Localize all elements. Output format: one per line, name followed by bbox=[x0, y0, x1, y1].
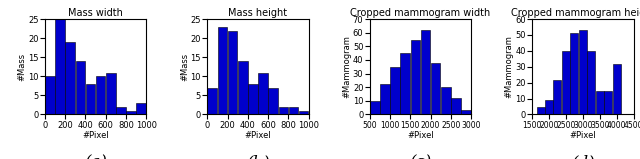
Y-axis label: #Mammogram: #Mammogram bbox=[342, 35, 351, 98]
Bar bbox=[579, 30, 587, 114]
Text: (d): (d) bbox=[571, 155, 595, 159]
X-axis label: #Pixel: #Pixel bbox=[407, 131, 434, 140]
Y-axis label: #Mass: #Mass bbox=[18, 53, 27, 81]
Title: Mass height: Mass height bbox=[228, 8, 287, 18]
Bar bbox=[96, 76, 106, 114]
Title: Cropped mammogram width: Cropped mammogram width bbox=[350, 8, 490, 18]
Bar bbox=[248, 84, 258, 114]
Title: Cropped mammogram height: Cropped mammogram height bbox=[511, 8, 640, 18]
Bar bbox=[76, 61, 85, 114]
Y-axis label: #Mammogram: #Mammogram bbox=[505, 35, 514, 98]
Bar bbox=[554, 80, 561, 114]
Bar bbox=[299, 111, 308, 114]
Y-axis label: #Mass: #Mass bbox=[180, 53, 189, 81]
Bar bbox=[441, 87, 451, 114]
Bar bbox=[45, 76, 54, 114]
Bar bbox=[289, 107, 298, 114]
Bar bbox=[380, 84, 390, 114]
Bar bbox=[238, 61, 248, 114]
Bar bbox=[268, 88, 278, 114]
Bar bbox=[106, 73, 116, 114]
Text: (b): (b) bbox=[246, 155, 270, 159]
Title: Mass width: Mass width bbox=[68, 8, 123, 18]
Bar bbox=[431, 63, 440, 114]
Bar bbox=[596, 91, 604, 114]
Bar bbox=[612, 64, 621, 114]
Bar bbox=[545, 100, 553, 114]
Bar bbox=[65, 42, 75, 114]
Bar bbox=[401, 53, 410, 114]
Bar bbox=[258, 73, 268, 114]
Bar bbox=[126, 111, 136, 114]
Bar bbox=[278, 107, 288, 114]
Bar bbox=[604, 91, 612, 114]
Bar bbox=[588, 51, 595, 114]
X-axis label: #Pixel: #Pixel bbox=[570, 131, 596, 140]
Bar bbox=[55, 19, 65, 114]
Bar bbox=[461, 110, 471, 114]
Text: (c): (c) bbox=[410, 155, 431, 159]
Bar bbox=[207, 88, 217, 114]
Bar bbox=[570, 33, 579, 114]
Bar bbox=[136, 103, 146, 114]
Bar bbox=[536, 107, 545, 114]
Bar bbox=[420, 30, 430, 114]
Bar bbox=[116, 107, 125, 114]
Bar bbox=[218, 27, 227, 114]
Bar bbox=[228, 31, 237, 114]
Bar bbox=[451, 98, 461, 114]
Bar bbox=[86, 84, 95, 114]
X-axis label: #Pixel: #Pixel bbox=[244, 131, 271, 140]
Bar bbox=[562, 51, 570, 114]
Text: (a): (a) bbox=[84, 155, 107, 159]
Bar bbox=[410, 40, 420, 114]
X-axis label: #Pixel: #Pixel bbox=[82, 131, 109, 140]
Bar bbox=[390, 67, 400, 114]
Bar bbox=[370, 101, 380, 114]
